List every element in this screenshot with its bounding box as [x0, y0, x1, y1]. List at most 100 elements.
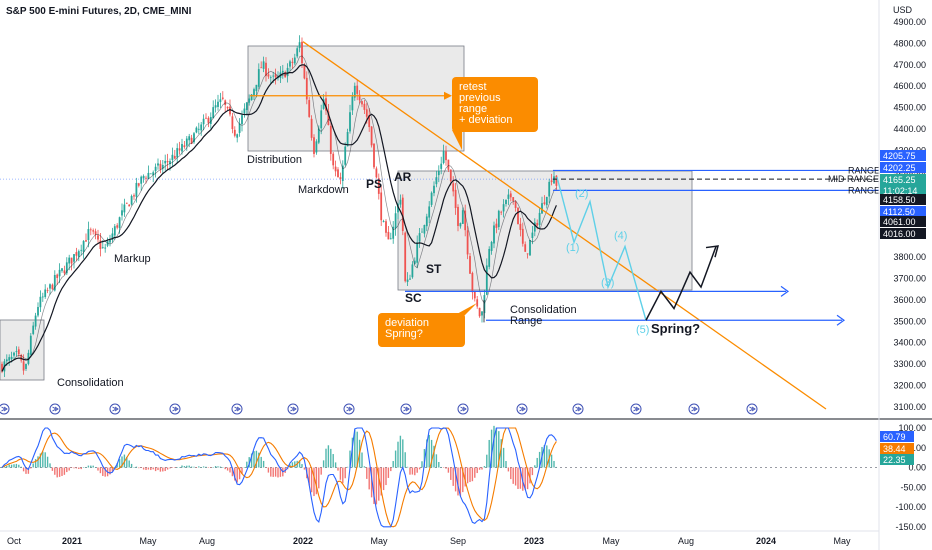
candle-body [193, 133, 195, 143]
osc-histogram-bar [190, 466, 193, 468]
distribution-box [247, 45, 465, 152]
label-consolidation-range-line2: Range [510, 315, 542, 327]
candle-body [123, 204, 126, 213]
candle [89, 227, 92, 236]
osc-tick-label: -50.00 [900, 482, 926, 492]
osc-histogram-bar [397, 441, 399, 468]
session-break-icon [287, 403, 299, 415]
osc-histogram-bar [99, 467, 102, 474]
candle-body [296, 48, 299, 57]
osc-histogram-bar [44, 452, 46, 468]
osc-histogram-bar [210, 467, 212, 468]
candle [471, 271, 474, 300]
price-axis-label-bg [880, 150, 926, 161]
candle [481, 311, 483, 323]
osc-histogram-bar [332, 454, 334, 468]
candle-body [56, 274, 59, 278]
candle [75, 247, 78, 261]
candle-body [392, 226, 395, 239]
osc-histogram-bar [231, 467, 234, 477]
osc-histogram-bar [193, 466, 195, 468]
candle [39, 290, 42, 312]
osc-histogram-bar [351, 437, 354, 468]
osc-histogram-bar [258, 452, 260, 468]
label-distribution: Distribution [247, 154, 302, 166]
candle-body [104, 247, 107, 249]
candle-body [507, 194, 510, 199]
candle-body [387, 231, 390, 240]
candle [296, 46, 299, 59]
osc-histogram-bar [442, 467, 445, 468]
osc-histogram-bar [354, 429, 356, 468]
candle [373, 143, 375, 170]
candle-body [140, 176, 143, 184]
candle-body [241, 115, 243, 125]
candle [44, 284, 47, 299]
osc-histogram-bar [375, 467, 378, 505]
candle [337, 167, 339, 178]
candle-body [63, 270, 66, 274]
candle [238, 118, 241, 137]
price-axis-label-box: 4112.50 [880, 206, 926, 217]
candle-body [382, 221, 385, 223]
candle [116, 223, 119, 230]
candle [440, 156, 443, 175]
osc-histogram-bar [140, 467, 142, 468]
candle-body [389, 238, 392, 240]
candle [181, 138, 183, 155]
time-tick-label: 2021 [62, 536, 82, 546]
candle [404, 231, 407, 283]
candle-body [58, 269, 61, 277]
osc-histogram-bar [550, 454, 553, 468]
osc-histogram-bar [238, 467, 241, 480]
osc-histogram-bar [265, 467, 267, 468]
osc-histogram-bar [440, 466, 442, 468]
candle [260, 61, 263, 69]
candle-body [531, 232, 534, 238]
candle-body [476, 299, 479, 307]
candle [509, 190, 512, 202]
osc-histogram-bar [152, 467, 154, 470]
osc-histogram-bar [356, 431, 358, 468]
candle [212, 100, 215, 119]
candle-body [231, 116, 234, 130]
retest-arrow-head [444, 91, 452, 100]
time-tick-label: May [139, 536, 157, 546]
candle-body [449, 169, 452, 182]
candle-body [152, 172, 155, 176]
candle-body [190, 137, 193, 144]
session-break-icon [109, 403, 121, 415]
osc-histogram-bar [481, 467, 483, 470]
candle-body [385, 221, 387, 233]
osc-histogram-bar [426, 439, 428, 468]
candle [142, 174, 145, 183]
candle-body [447, 159, 450, 170]
osc-histogram-bar [277, 467, 279, 478]
candle-body [418, 233, 421, 242]
candle [389, 232, 392, 240]
osc-histogram-bar [373, 467, 375, 504]
candle-body [255, 84, 258, 92]
osc-histogram-bar [279, 467, 282, 477]
candle [493, 221, 495, 249]
candle [399, 194, 402, 208]
osc-histogram-bar [346, 466, 349, 468]
label-st: ST [426, 262, 442, 276]
candle [128, 204, 131, 207]
osc-histogram-bar [30, 467, 32, 469]
osc-histogram-bar [512, 467, 514, 484]
candle-body [406, 279, 409, 282]
candle [183, 140, 186, 149]
osc-histogram-bar [399, 435, 402, 468]
osc-histogram-bar [63, 467, 66, 475]
candle-body [411, 264, 414, 278]
candle-body [22, 361, 25, 371]
candle [349, 104, 351, 134]
osc-histogram-bar [243, 467, 246, 468]
candle [339, 172, 342, 185]
osc-histogram-bar [457, 467, 459, 496]
osc-histogram-bar [195, 467, 198, 468]
price-tick-label: 3600.00 [893, 295, 926, 305]
label-ps: PS [366, 177, 382, 191]
